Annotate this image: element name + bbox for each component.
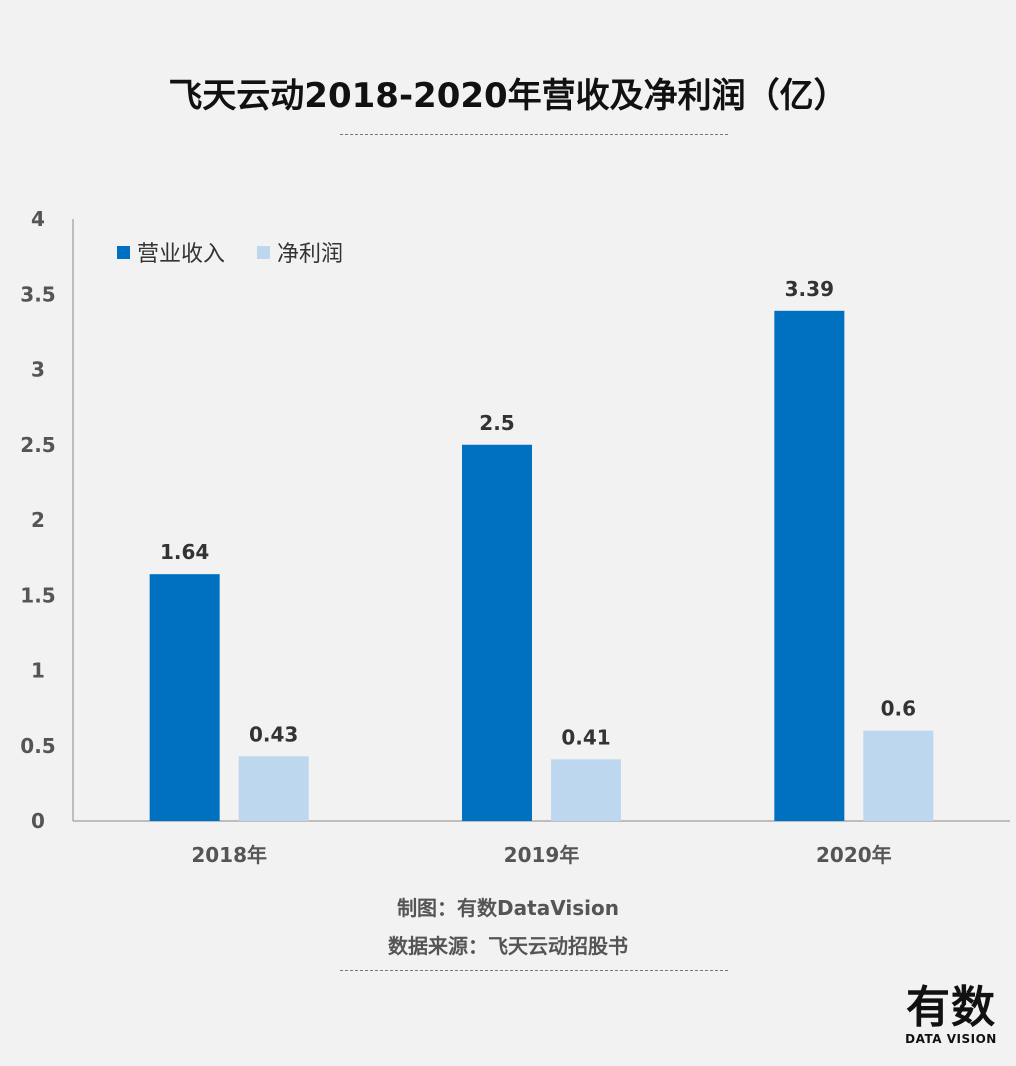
y-tick-label: 3.5 <box>20 282 55 306</box>
data-label: 1.64 <box>160 540 209 564</box>
y-tick-label: 1.5 <box>20 583 55 607</box>
y-tick-label: 2 <box>31 508 45 532</box>
title-divider <box>340 134 728 135</box>
logo-sub-text: DATA VISION <box>905 1032 997 1046</box>
x-tick-label: 2019年 <box>504 843 580 867</box>
bar <box>774 310 845 821</box>
bar <box>462 444 532 821</box>
source-text: 数据来源：飞天云动招股书 <box>388 934 628 958</box>
y-tick-label: 0.5 <box>20 734 55 758</box>
bar-chart: 0 0.5 1 1.5 2 2.5 3 3.5 4 1.64 0.43 2018年 2.5 0.41 201… <box>20 207 1010 867</box>
logo-main-text: 有数 <box>906 982 996 1033</box>
data-label: 0.6 <box>881 697 916 721</box>
data-label: 2.5 <box>479 411 514 435</box>
y-tick-label: 1 <box>31 659 45 683</box>
y-tick-label: 4 <box>31 207 45 231</box>
legend-swatch <box>257 246 270 259</box>
legend-label: 营业收入 <box>137 242 225 267</box>
footer-divider <box>340 970 728 971</box>
legend-swatch <box>117 246 130 259</box>
y-tick-label: 2.5 <box>20 433 55 457</box>
x-tick-label: 2018年 <box>191 843 267 867</box>
bar <box>238 756 309 821</box>
y-tick-label: 0 <box>31 809 45 833</box>
chart-title: 飞天云动2018-2020年营收及净利润（亿） <box>168 76 848 116</box>
x-tick-label: 2020年 <box>816 843 892 867</box>
bar <box>551 759 621 821</box>
y-tick-label: 3 <box>31 358 45 382</box>
bar <box>149 574 220 821</box>
data-label: 0.43 <box>249 722 298 746</box>
data-label: 3.39 <box>785 277 834 301</box>
data-label: 0.41 <box>561 725 610 749</box>
credit-text: 制图：有数DataVision <box>397 896 619 920</box>
bar <box>863 730 934 821</box>
legend-label: 净利润 <box>277 242 343 267</box>
brand-logo: 有数 DATA VISION <box>896 982 1006 1047</box>
